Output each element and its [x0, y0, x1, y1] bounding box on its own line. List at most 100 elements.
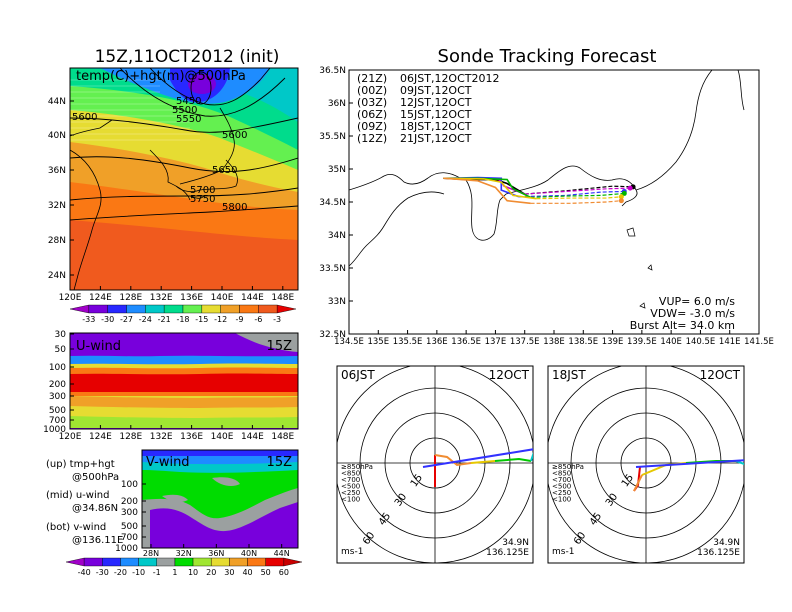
u-wind-lon-label: 148E	[271, 432, 294, 442]
tracking-lat-label: 36.5N	[319, 66, 346, 76]
hodograph-legend-item: <850	[552, 470, 571, 478]
tracking-map: 36.5N 36N 35.5N 35N 34.5N 34N 33.5N 33N 32.5N 13…	[319, 66, 774, 347]
temp-colorbar-label: -18	[176, 315, 189, 324]
wind-colorbar-swatch	[265, 557, 285, 567]
v-wind-lat-label: 28N	[143, 549, 159, 558]
tracking-lat-label: 34.5N	[319, 198, 346, 208]
u-wind-label: U-wind	[76, 339, 121, 354]
hodograph-legend-item: <100	[552, 496, 571, 504]
u-wind-lon-label: 132E	[150, 432, 173, 442]
v-wind-lat-label: 40N	[241, 549, 257, 558]
sonde-title: Sonde Tracking Forecast	[438, 46, 657, 67]
hodograph-legend-item: <700	[341, 476, 360, 484]
tracking-lat-label: 35N	[328, 165, 346, 175]
u-wind-level-label: 50	[55, 345, 67, 355]
v-wind-level-label: 100	[121, 480, 138, 490]
hodograph-legend-item: <850	[341, 470, 360, 478]
note-bottom-sub: @136.11E	[72, 535, 123, 546]
hodograph-wind-segment	[422, 448, 533, 468]
tracking-lon-label: 141.5E	[744, 337, 774, 347]
wind-colorbar-label: 10	[188, 568, 198, 577]
temp-colorbar-swatch	[276, 304, 297, 314]
main-title: 15Z,11OCT2012 (init)	[95, 47, 280, 67]
tracking-lon-label: 141E	[719, 337, 741, 347]
temp-colorbar-swatch	[239, 304, 259, 314]
wind-colorbar-label: -40	[78, 568, 91, 577]
u-wind-level-label: 500	[49, 406, 66, 416]
tracking-lon-label: 135.5E	[393, 337, 423, 347]
hodograph-wind-segment	[735, 460, 744, 465]
temp-colorbar-swatch	[201, 304, 221, 314]
temp-colorbar-label: -27	[120, 315, 133, 324]
wind-colorbar-swatch	[120, 557, 139, 567]
temp-colorbar-swatch	[145, 304, 165, 314]
sonde-track-descent	[518, 190, 625, 198]
map-lon-ticks: 120E 124E 128E 132E 136E 140E 144E 148E	[59, 286, 295, 303]
temp-colorbar-label: -21	[158, 315, 171, 324]
hodograph-wind-segment	[470, 460, 496, 464]
u-wind-level-label: 30	[55, 330, 67, 340]
wind-colorbar-label: 50	[261, 568, 271, 577]
wind-colorbar-swatch	[65, 557, 85, 567]
tracking-lon-label: 136.5E	[451, 337, 481, 347]
tracking-lon-label: 140E	[660, 337, 682, 347]
v-wind-lat-ticks: 28N 32N 36N 40N 44N	[143, 544, 290, 558]
tracking-lat-label: 34N	[328, 231, 346, 241]
height-contours	[70, 68, 298, 221]
hodograph-legend-item: <500	[552, 483, 571, 491]
tracking-lat-label: 32.5N	[319, 330, 346, 340]
launch-legend: (21Z) 06JST,12OCT2012 (00Z) 09JST,12OCT (03Z…	[357, 72, 500, 145]
sonde-parameters: VUP= 6.0 m/s VDW= -3.0 m/s Burst Alt= 34…	[630, 295, 736, 332]
contour-label-5600-east: 5600	[222, 130, 247, 141]
tracking-lon-label: 139.5E	[627, 337, 657, 347]
v-wind-level-label: 500	[121, 522, 138, 532]
v-wind-level-label: 1000	[115, 544, 138, 554]
wind-colorbar-swatch	[83, 557, 103, 567]
hodograph-lon: 136.125E	[486, 548, 529, 558]
sonde-track-ascent	[443, 177, 537, 200]
wind-colorbar-swatch	[138, 557, 157, 567]
wind-colorbar-swatch	[247, 557, 266, 567]
launch-legend-utc: (12Z)	[357, 132, 387, 145]
wind-colorbar-label: 1	[172, 568, 177, 577]
note-upper-title: (up) tmp+hgt	[46, 459, 115, 470]
sonde-landing-point	[618, 194, 624, 200]
temp-colorbar-swatch	[126, 304, 146, 314]
u-wind-level-label: 200	[49, 380, 66, 390]
map-lat-label: 24N	[48, 271, 66, 281]
hodograph-legend-item: <700	[552, 476, 571, 484]
wind-colorbar-label: 30	[224, 568, 234, 577]
temp-colorbar-label: -9	[236, 315, 244, 324]
temp-colorbar-swatch	[88, 304, 108, 314]
map-lon-label: 144E	[241, 293, 264, 303]
hodograph-legend-item: <100	[341, 496, 360, 504]
temp-colorbar-swatch	[69, 304, 90, 314]
tracking-lon-label: 137.5E	[510, 337, 540, 347]
tracking-lon-label: 135E	[367, 337, 389, 347]
wind-colorbar-label: -20	[114, 568, 127, 577]
temp-colorbar-label: -6	[254, 315, 262, 324]
u-wind-level-label: 100	[49, 363, 66, 373]
hodograph-wind-segment	[633, 474, 643, 492]
note-mid-title: (mid) u-wind	[46, 490, 109, 501]
temp-colorbar-label: -33	[82, 315, 95, 324]
hodograph-legend-item: <250	[341, 489, 360, 497]
v-wind-level-label: 200	[121, 497, 138, 507]
u-wind-level-label: 700	[49, 416, 66, 426]
panel-notes: (up) tmp+hgt @500hPa (mid) u-wind @34.86…	[46, 459, 123, 546]
note-mid-sub: @34.86N	[72, 503, 118, 514]
hodograph-date: 12OCT	[700, 368, 741, 382]
param-vup: VUP= 6.0 m/s	[659, 295, 735, 308]
sonde-landing-point	[627, 185, 633, 191]
sonde-tracks	[443, 176, 636, 205]
launch-legend-jst: 12JST,12OCT	[400, 96, 472, 109]
temp-colorbar-label: -15	[195, 315, 208, 324]
u-wind-level-label: 1000	[43, 425, 66, 435]
hodograph-legend-item: ≥850hPa	[552, 463, 584, 471]
launch-legend-jst: 06JST,12OCT2012	[400, 72, 500, 85]
hodograph-lat: 34.9N	[502, 538, 529, 548]
tracking-lon-label: 138.5E	[568, 337, 598, 347]
